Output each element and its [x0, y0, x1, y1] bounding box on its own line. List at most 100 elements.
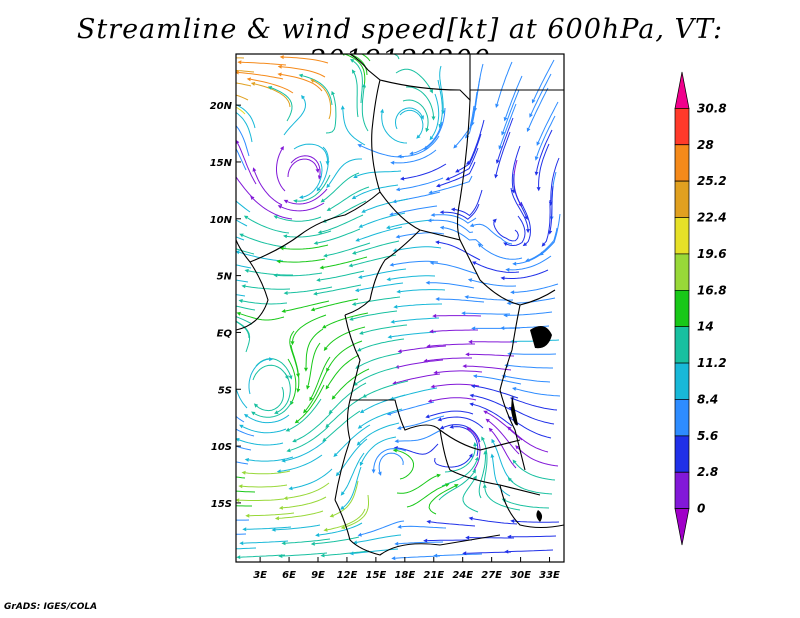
streamline — [236, 505, 252, 507]
streamline — [238, 439, 284, 446]
lat-label: EQ — [217, 328, 233, 339]
colorbar-label: 11.2 — [697, 356, 727, 370]
colorbar-label: 0 — [697, 502, 705, 516]
streamline-arrow — [361, 209, 366, 213]
streamline — [320, 270, 365, 281]
streamline — [505, 375, 551, 383]
streamline — [275, 524, 321, 531]
streamline-arrow — [201, 87, 205, 91]
streamline — [331, 382, 367, 412]
streamline — [253, 170, 283, 206]
streamline-arrow — [315, 168, 320, 174]
streamline-arrow — [501, 131, 505, 136]
streamline-arrow — [436, 473, 441, 478]
streamline — [510, 187, 529, 230]
streamline-arrow — [483, 410, 488, 415]
streamline-arrow — [315, 533, 320, 537]
streamline-arrow — [468, 516, 473, 521]
colorbar-label: 14 — [697, 320, 714, 334]
streamline-arrow — [449, 424, 454, 429]
streamline — [504, 269, 549, 279]
streamline-arrow — [462, 364, 467, 369]
colorbar-segment — [674, 253, 690, 291]
colorbar-segment — [674, 399, 690, 437]
streamline-arrow — [298, 73, 303, 78]
streamline — [474, 385, 519, 399]
streamline-arrow — [224, 116, 228, 120]
streamline-arrow — [465, 134, 470, 139]
streamline-arrow — [512, 459, 517, 464]
streamline-arrow — [283, 496, 288, 501]
streamline-arrow — [389, 262, 394, 267]
streamline — [287, 286, 333, 294]
streamline — [249, 512, 295, 517]
streamline-arrow — [310, 307, 315, 312]
streamline-arrow — [277, 64, 282, 69]
streamline-arrow — [207, 548, 211, 552]
streamline — [361, 87, 369, 132]
streamline — [287, 188, 328, 205]
streamline — [466, 551, 512, 554]
streamline — [360, 338, 405, 350]
streamline-arrow — [437, 417, 442, 422]
streamline — [319, 522, 363, 536]
streamline-arrow — [466, 427, 471, 432]
streamline-arrow — [326, 367, 330, 373]
streamline — [236, 305, 256, 311]
streamline-arrow — [277, 72, 282, 77]
streamline-arrow — [429, 89, 433, 94]
streamline-arrow — [288, 486, 293, 491]
streamline — [401, 135, 440, 157]
streamline-arrow — [279, 246, 284, 251]
streamline-arrow — [220, 130, 224, 134]
streamline-arrow — [322, 324, 327, 329]
streamline — [469, 429, 481, 471]
streamline — [236, 461, 249, 465]
streamline — [323, 172, 360, 201]
streamline — [236, 547, 257, 550]
streamline-arrow — [464, 295, 469, 299]
streamline — [528, 227, 558, 261]
streamline-arrow — [409, 151, 414, 156]
streamline-arrow — [274, 410, 279, 414]
streamline-arrow — [396, 289, 401, 294]
streamline — [511, 353, 557, 355]
streamline — [344, 54, 366, 90]
streamline-arrow — [269, 357, 274, 362]
streamline — [325, 94, 337, 134]
streamline-arrow — [239, 541, 244, 546]
streamline-arrow — [472, 261, 477, 266]
streamline — [434, 214, 477, 224]
streamline-arrow — [231, 363, 235, 367]
streamline-arrow — [212, 412, 216, 416]
streamline — [236, 248, 255, 255]
streamline — [242, 426, 287, 434]
streamline — [462, 478, 479, 513]
streamline-arrow — [391, 556, 396, 561]
streamline — [352, 310, 398, 320]
streamline-arrow — [485, 418, 490, 423]
streamline — [431, 219, 474, 234]
streamline-arrow — [203, 503, 207, 507]
streamline-arrow — [340, 505, 345, 510]
streamline-arrow — [358, 224, 363, 228]
map-frame — [235, 53, 565, 563]
streamline-arrow — [416, 134, 421, 139]
streamline-arrow — [423, 358, 428, 363]
streamline — [475, 262, 520, 273]
streamline — [276, 149, 286, 192]
streamline-arrow — [246, 77, 251, 82]
latitude-axis: 20N 15N 10N 5N EQ 5S 10S 15S — [210, 101, 241, 510]
streamline-arrow — [356, 441, 361, 446]
streamline-arrow — [316, 187, 321, 192]
streamline — [437, 370, 483, 373]
streamline-arrow — [322, 437, 327, 442]
streamline — [236, 124, 250, 157]
streamline — [499, 103, 517, 147]
streamline-arrow — [203, 78, 207, 82]
streamline — [302, 75, 333, 106]
streamline — [342, 109, 366, 146]
streamline — [428, 410, 474, 417]
streamline-arrow — [483, 450, 488, 455]
streamline-arrow — [283, 291, 288, 295]
